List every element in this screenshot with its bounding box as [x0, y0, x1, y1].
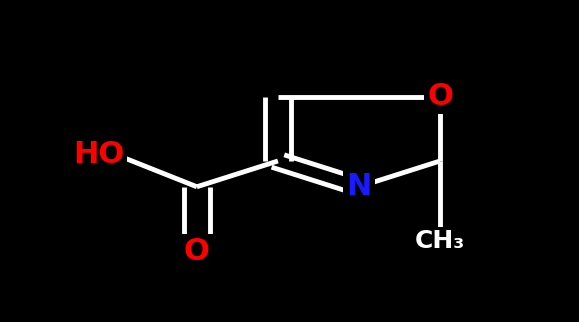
Text: O: O: [184, 237, 210, 266]
Text: HO: HO: [73, 140, 124, 169]
Text: CH₃: CH₃: [415, 230, 465, 253]
Text: N: N: [346, 172, 372, 201]
Text: O: O: [427, 82, 453, 111]
